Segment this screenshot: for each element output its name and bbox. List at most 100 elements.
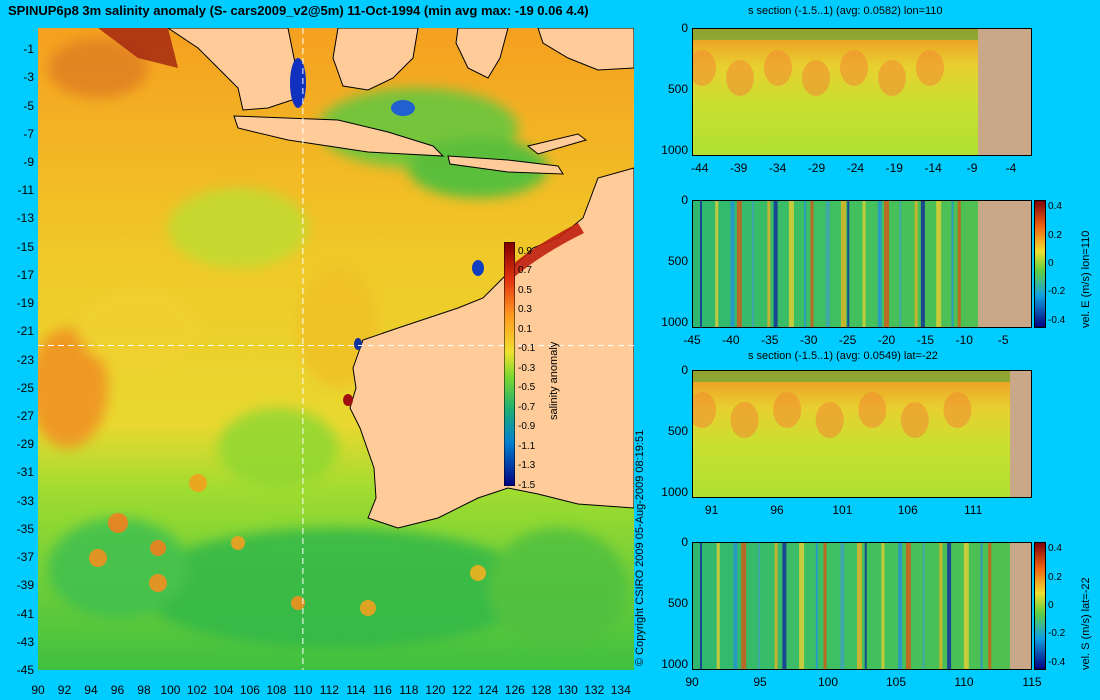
section-x-tick: -25 [838, 333, 857, 347]
colorbar-tick: 0.1 [518, 323, 532, 335]
java-land [233, 115, 445, 157]
velocity-colorbar [1034, 542, 1046, 670]
map-y-tick: -1 [23, 42, 34, 57]
map-y-tick: -41 [16, 606, 34, 621]
velocity-colorbar-tick: 0.2 [1048, 571, 1062, 583]
section-x-tick: 115 [1022, 675, 1042, 689]
salinity-colorbar [504, 242, 515, 486]
section-x-tick: -14 [924, 161, 942, 175]
australia-land [349, 167, 634, 529]
colorbar-tick: -1.5 [518, 480, 536, 491]
map-y-tick: -17 [16, 267, 34, 282]
velocity-colorbar-tick: -0.2 [1048, 286, 1066, 298]
eddy-spots [89, 474, 486, 616]
section-y-tick: 500 [667, 595, 688, 610]
colorbar-tick: -0.5 [518, 382, 536, 394]
salinity-blobs [38, 38, 628, 648]
map-y-tick: -21 [16, 324, 34, 339]
velocity-colorbar-tick: 0.4 [1048, 543, 1062, 555]
section-x-tick: 105 [885, 675, 907, 689]
map-y-tick: -11 [17, 183, 34, 198]
map-x-tick: 98 [137, 683, 151, 697]
map-x-tick: 90 [31, 683, 45, 697]
section-x-tick: 96 [770, 503, 784, 517]
colorbar-tick: -0.1 [518, 343, 536, 355]
map-x-tick: 92 [57, 683, 72, 697]
section-x-tick: 106 [897, 503, 918, 517]
sumatra-java-land [167, 28, 301, 111]
section-x-tick: -10 [955, 333, 973, 347]
section-x-tick: -19 [885, 161, 903, 175]
map-x-tick: 110 [293, 683, 313, 697]
map-y-tick: -15 [16, 239, 34, 254]
velocity-colorbar-tick: -0.4 [1048, 656, 1066, 668]
map-x-tick: 106 [239, 683, 260, 697]
map-y-tick: -29 [16, 437, 34, 452]
borneo-land [332, 28, 419, 91]
map-y-tick: -23 [16, 352, 34, 367]
map-y-tick: -33 [16, 493, 34, 508]
map-y-tick: -31 [16, 465, 34, 480]
lesser-sunda-islands [447, 155, 564, 175]
map-y-tick: -25 [16, 380, 34, 395]
colorbar-tick: 0.3 [518, 304, 532, 316]
section-x-tick: -34 [768, 161, 787, 175]
map-x-tick: 102 [186, 683, 207, 697]
figure-title: SPINUP6p8 3m salinity anomaly (S- cars20… [8, 3, 589, 18]
map-x-tick: 130 [557, 683, 578, 697]
section-x-tick: 90 [685, 675, 699, 689]
velocity-colorbar-tick: 0 [1048, 258, 1054, 269]
section-y-tick: 1000 [661, 484, 688, 499]
map-y-tick: -35 [16, 521, 34, 536]
colorbar-label: salinity anomaly [548, 341, 560, 420]
colorbar-tick: -0.3 [518, 362, 536, 374]
section-x-tick: -45 [683, 333, 701, 347]
timor-land [526, 133, 588, 155]
section-x-tick: -15 [916, 333, 935, 347]
section-plot [692, 200, 1032, 328]
velocity-colorbar-tick: 0.4 [1048, 201, 1062, 213]
map-y-tick: -9 [23, 155, 34, 170]
colorbar-tick: 0.5 [518, 284, 532, 296]
section-y-tick: 0 [681, 363, 688, 377]
section-title: s section (-1.5..1) (avg: 0.0549) lat=-2… [748, 350, 938, 362]
section-x-tick: 111 [964, 503, 983, 517]
map-x-tick: 120 [425, 683, 446, 697]
section-plot [692, 370, 1032, 498]
coastal-anomalies [98, 28, 584, 406]
map-x-tick: 134 [610, 683, 631, 697]
map-x-tick: 96 [110, 683, 125, 697]
section-x-tick: 91 [704, 503, 719, 517]
map-x-tick: 118 [399, 683, 419, 697]
section-x-tick: -30 [800, 333, 818, 347]
section-x-tick: -39 [730, 161, 748, 175]
map-x-tick: 122 [451, 683, 472, 697]
velocity-colorbar-tick: -0.4 [1048, 314, 1066, 326]
section-y-tick: 1000 [661, 656, 688, 671]
copyright-text: © Copyright CSIRO 2009 05-Aug-2009 08:19… [634, 429, 646, 666]
map-x-tick: 100 [160, 683, 181, 697]
colorbar-tick: -0.9 [518, 421, 536, 433]
colorbar-tick: -0.7 [518, 401, 536, 413]
map-y-tick: -45 [16, 663, 34, 677]
map-x-tick: 114 [346, 683, 366, 697]
map-y-tick: -19 [16, 296, 34, 311]
map-x-tick: 128 [531, 683, 552, 697]
section-y-tick: 1000 [661, 314, 688, 329]
map-x-tick: 108 [266, 683, 287, 697]
section-y-tick: 0 [681, 535, 688, 549]
section-x-tick: -5 [997, 333, 1009, 347]
map-x-tick: 112 [319, 683, 339, 697]
new-guinea-land [537, 28, 634, 71]
velocity-colorbar-tick: -0.2 [1048, 628, 1066, 640]
section-y-tick: 500 [667, 423, 688, 438]
section-y-tick: 1000 [661, 142, 688, 157]
map-y-tick: -27 [16, 409, 34, 424]
map-y-tick: -37 [16, 550, 34, 565]
colorbar-tick: -1.1 [518, 440, 536, 452]
map-y-tick: -3 [23, 70, 34, 85]
map-y-tick: -43 [16, 634, 34, 649]
section-y-tick: 500 [667, 253, 688, 268]
map-y-tick: -5 [23, 98, 34, 113]
salinity-map [38, 28, 634, 670]
